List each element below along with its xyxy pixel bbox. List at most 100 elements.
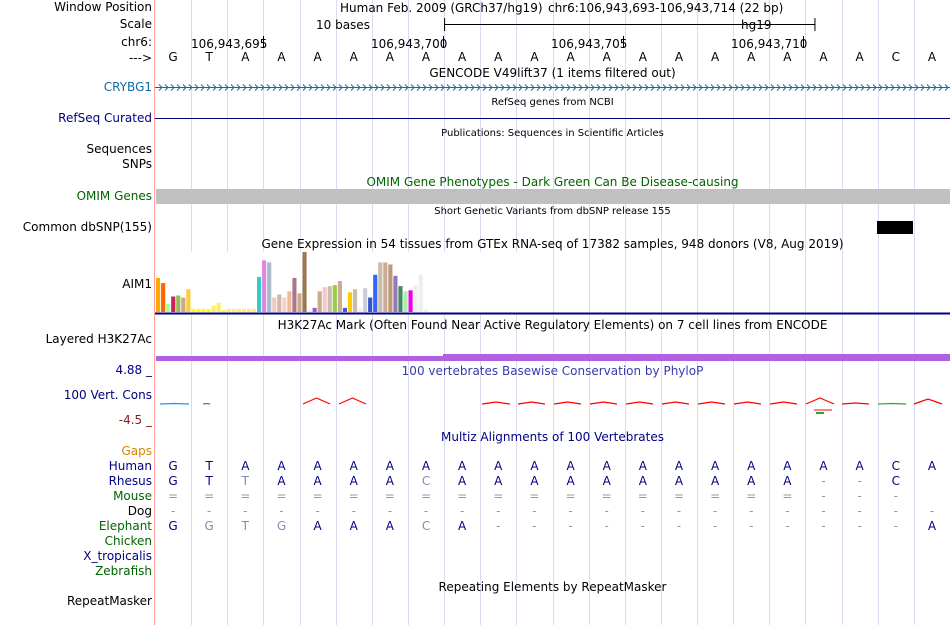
gtex-bar: [186, 289, 191, 312]
aligned-base: -: [929, 504, 935, 518]
chevron-icon: [650, 84, 655, 91]
chevron-icon: [686, 84, 691, 91]
track-title-dbsnp[interactable]: Short Genetic Variants from dbSNP releas…: [434, 206, 671, 217]
dna-base: A: [638, 50, 647, 64]
label-crybg1[interactable]: CRYBG1: [103, 80, 152, 94]
dna-base: G: [168, 50, 178, 64]
phylop-mark: [841, 402, 870, 405]
phylop-mark: [589, 401, 618, 405]
aligned-base: -: [857, 519, 862, 533]
chevron-icon: [656, 84, 661, 91]
gtex-bar: [216, 302, 221, 312]
chevron-icon: [176, 84, 181, 91]
label-cons-max: 4.88 _: [115, 363, 152, 377]
chevron-icon: [266, 84, 271, 91]
phylop-mark: [553, 401, 582, 405]
gtex-bar: [282, 297, 287, 312]
chevron-icon: [392, 84, 397, 91]
gtex-bar: [161, 283, 166, 312]
aligned-base: =: [710, 489, 721, 503]
gtex-bar: [337, 281, 342, 312]
chevron-icon: [932, 84, 937, 91]
track-title-publications[interactable]: Publications: Sequences in Scientific Ar…: [441, 128, 664, 139]
gtex-bar: [226, 308, 231, 312]
label-refseq[interactable]: RefSeq Curated: [58, 111, 152, 125]
chevron-icon: [776, 84, 781, 91]
aligned-base: -: [640, 504, 645, 518]
track-title-repeatmasker[interactable]: Repeating Elements by RepeatMasker: [438, 580, 667, 594]
species-label[interactable]: Zebrafish: [95, 564, 152, 578]
label-gaps[interactable]: Gaps: [121, 444, 152, 458]
species-label[interactable]: Dog: [127, 504, 152, 518]
chevron-icon: [470, 84, 475, 91]
aligned-base: A: [602, 459, 611, 473]
species-label[interactable]: X_tropicalis: [83, 549, 152, 563]
aligned-base: A: [458, 519, 467, 533]
species-label[interactable]: Chicken: [104, 534, 152, 548]
alignment-row: [155, 534, 950, 549]
chevron-icon: [314, 84, 319, 91]
track-title-omim[interactable]: OMIM Gene Phenotypes - Dark Green Can Be…: [366, 175, 739, 189]
chevron-icon: [752, 84, 757, 91]
label-snps[interactable]: SNPs: [122, 157, 152, 171]
gtex-bar: [176, 295, 181, 312]
aligned-base: -: [749, 519, 754, 533]
gtex-bar: [317, 291, 322, 312]
chevron-icon: [170, 84, 175, 91]
dna-base: A: [602, 50, 611, 64]
gtex-bar: [363, 288, 368, 312]
aligned-base: =: [168, 489, 179, 503]
species-label[interactable]: Elephant: [98, 519, 152, 533]
gtex-bar: [403, 291, 408, 312]
track-title-gencode[interactable]: GENCODE V49lift37 (1 items filtered out): [429, 66, 676, 80]
dna-base: A: [277, 50, 286, 64]
track-title-h3k27ac[interactable]: H3K27Ac Mark (Often Found Near Active Re…: [277, 318, 828, 332]
gtex-bar: [383, 262, 388, 312]
label-cons[interactable]: 100 Vert. Cons: [63, 388, 152, 402]
aligned-base: -: [279, 504, 284, 518]
chevron-icon: [668, 84, 673, 91]
label-sequences[interactable]: Sequences: [86, 142, 152, 156]
aligned-base: A: [530, 474, 539, 488]
chevron-icon: [338, 84, 343, 91]
dna-base: A: [530, 50, 539, 64]
gtex-bar: [272, 297, 277, 312]
label-aim1[interactable]: AIM1: [122, 277, 152, 291]
aligned-base: -: [821, 504, 826, 518]
dbsnp-variant: [877, 221, 913, 234]
aligned-base: A: [674, 459, 684, 473]
chevron-icon: [848, 84, 853, 91]
gtex-bar: [267, 262, 272, 312]
chevron-icon: [188, 84, 193, 91]
label-arrow: --->: [128, 51, 152, 65]
dna-base: A: [566, 50, 575, 64]
label-h3k27ac[interactable]: Layered H3K27Ac: [45, 332, 152, 346]
label-repeatmasker[interactable]: RepeatMasker: [66, 594, 152, 608]
label-common-dbsnp[interactable]: Common dbSNP(155): [22, 220, 152, 234]
aligned-base: =: [348, 489, 359, 503]
aligned-base: A: [421, 459, 431, 473]
track-title-gtex[interactable]: Gene Expression in 54 tissues from GTEx …: [261, 237, 844, 251]
chevron-icon: [248, 84, 253, 91]
chevron-icon: [242, 84, 247, 91]
gtex-bar: [231, 308, 236, 312]
gtex-bar: [423, 308, 428, 312]
alignment-row: = = = = = = = = = = = = = = = = = = - - -: [155, 489, 950, 504]
track-title-multiz[interactable]: Multiz Alignments of 100 Vertebrates: [440, 430, 665, 444]
chevron-icon: [320, 84, 325, 91]
gtex-bar: [373, 274, 378, 312]
species-label[interactable]: Human: [108, 459, 152, 473]
aligned-base: =: [204, 489, 215, 503]
track-title-phylop[interactable]: 100 vertebrates Basewise Conservation by…: [401, 364, 704, 378]
track-title-refseq[interactable]: RefSeq genes from NCBI: [491, 97, 614, 108]
species-label[interactable]: Rhesus: [108, 474, 152, 488]
chevron-icon: [788, 84, 793, 91]
label-omim[interactable]: OMIM Genes: [76, 189, 152, 203]
chevron-icon: [200, 84, 205, 91]
gtex-bar: [241, 308, 246, 312]
gtex-bar: [327, 286, 332, 312]
species-label[interactable]: Mouse: [113, 489, 152, 503]
